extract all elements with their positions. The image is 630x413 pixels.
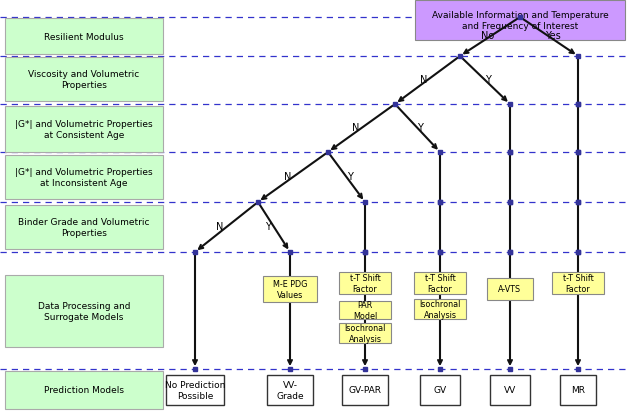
FancyBboxPatch shape [487,278,533,300]
FancyBboxPatch shape [552,272,604,294]
Text: Prediction Models: Prediction Models [44,386,124,394]
FancyBboxPatch shape [5,19,163,55]
Text: No Prediction
Possible: No Prediction Possible [165,380,225,400]
Text: N: N [420,75,428,85]
Text: VV-
Grade: VV- Grade [276,380,304,400]
Text: Y: Y [485,75,491,85]
FancyBboxPatch shape [490,375,530,405]
Text: A-VTS: A-VTS [498,285,522,294]
FancyBboxPatch shape [414,299,466,319]
FancyBboxPatch shape [339,272,391,294]
Text: N: N [352,123,360,133]
FancyBboxPatch shape [267,375,313,405]
FancyBboxPatch shape [166,375,224,405]
Text: t-T Shift
Factor: t-T Shift Factor [425,273,455,293]
Text: MR: MR [571,386,585,394]
FancyBboxPatch shape [414,272,466,294]
Text: Viscosity and Volumetric
Properties: Viscosity and Volumetric Properties [28,70,140,90]
Text: Y: Y [417,123,423,133]
FancyBboxPatch shape [5,275,163,347]
Text: Available Information and Temperature
and Frequency of Interest: Available Information and Temperature an… [432,11,609,31]
Text: M-E PDG
Values: M-E PDG Values [273,279,307,299]
Text: Isochronal
Analysis: Isochronal Analysis [420,299,461,319]
Text: |G*| and Volumetric Properties
at Inconsistent Age: |G*| and Volumetric Properties at Incons… [15,168,153,188]
FancyBboxPatch shape [5,206,163,249]
FancyBboxPatch shape [5,58,163,102]
Text: Resilient Modulus: Resilient Modulus [44,33,124,41]
Text: Yes: Yes [545,31,561,41]
Text: t-T Shift
Factor: t-T Shift Factor [563,273,593,293]
FancyBboxPatch shape [560,375,596,405]
Text: Isochronal
Analysis: Isochronal Analysis [345,323,386,343]
FancyBboxPatch shape [5,156,163,199]
FancyBboxPatch shape [342,375,388,405]
Text: Y: Y [347,171,353,182]
FancyBboxPatch shape [5,371,163,409]
Text: GV-PAR: GV-PAR [348,386,382,394]
Text: GV: GV [433,386,447,394]
Text: t-T Shift
Factor: t-T Shift Factor [350,273,381,293]
Text: PAR
Model: PAR Model [353,300,377,320]
Text: VV: VV [504,386,516,394]
FancyBboxPatch shape [5,107,163,153]
FancyBboxPatch shape [415,1,625,41]
FancyBboxPatch shape [420,375,460,405]
Text: Y: Y [265,221,271,231]
Text: |G*| and Volumetric Properties
at Consistent Age: |G*| and Volumetric Properties at Consis… [15,120,153,140]
Text: N: N [216,221,224,231]
Text: Data Processing and
Surrogate Models: Data Processing and Surrogate Models [38,301,130,321]
Text: N: N [284,171,292,182]
FancyBboxPatch shape [263,276,317,302]
FancyBboxPatch shape [339,301,391,319]
Text: Binder Grade and Volumetric
Properties: Binder Grade and Volumetric Properties [18,217,150,237]
FancyBboxPatch shape [339,323,391,343]
Text: No: No [481,31,495,41]
